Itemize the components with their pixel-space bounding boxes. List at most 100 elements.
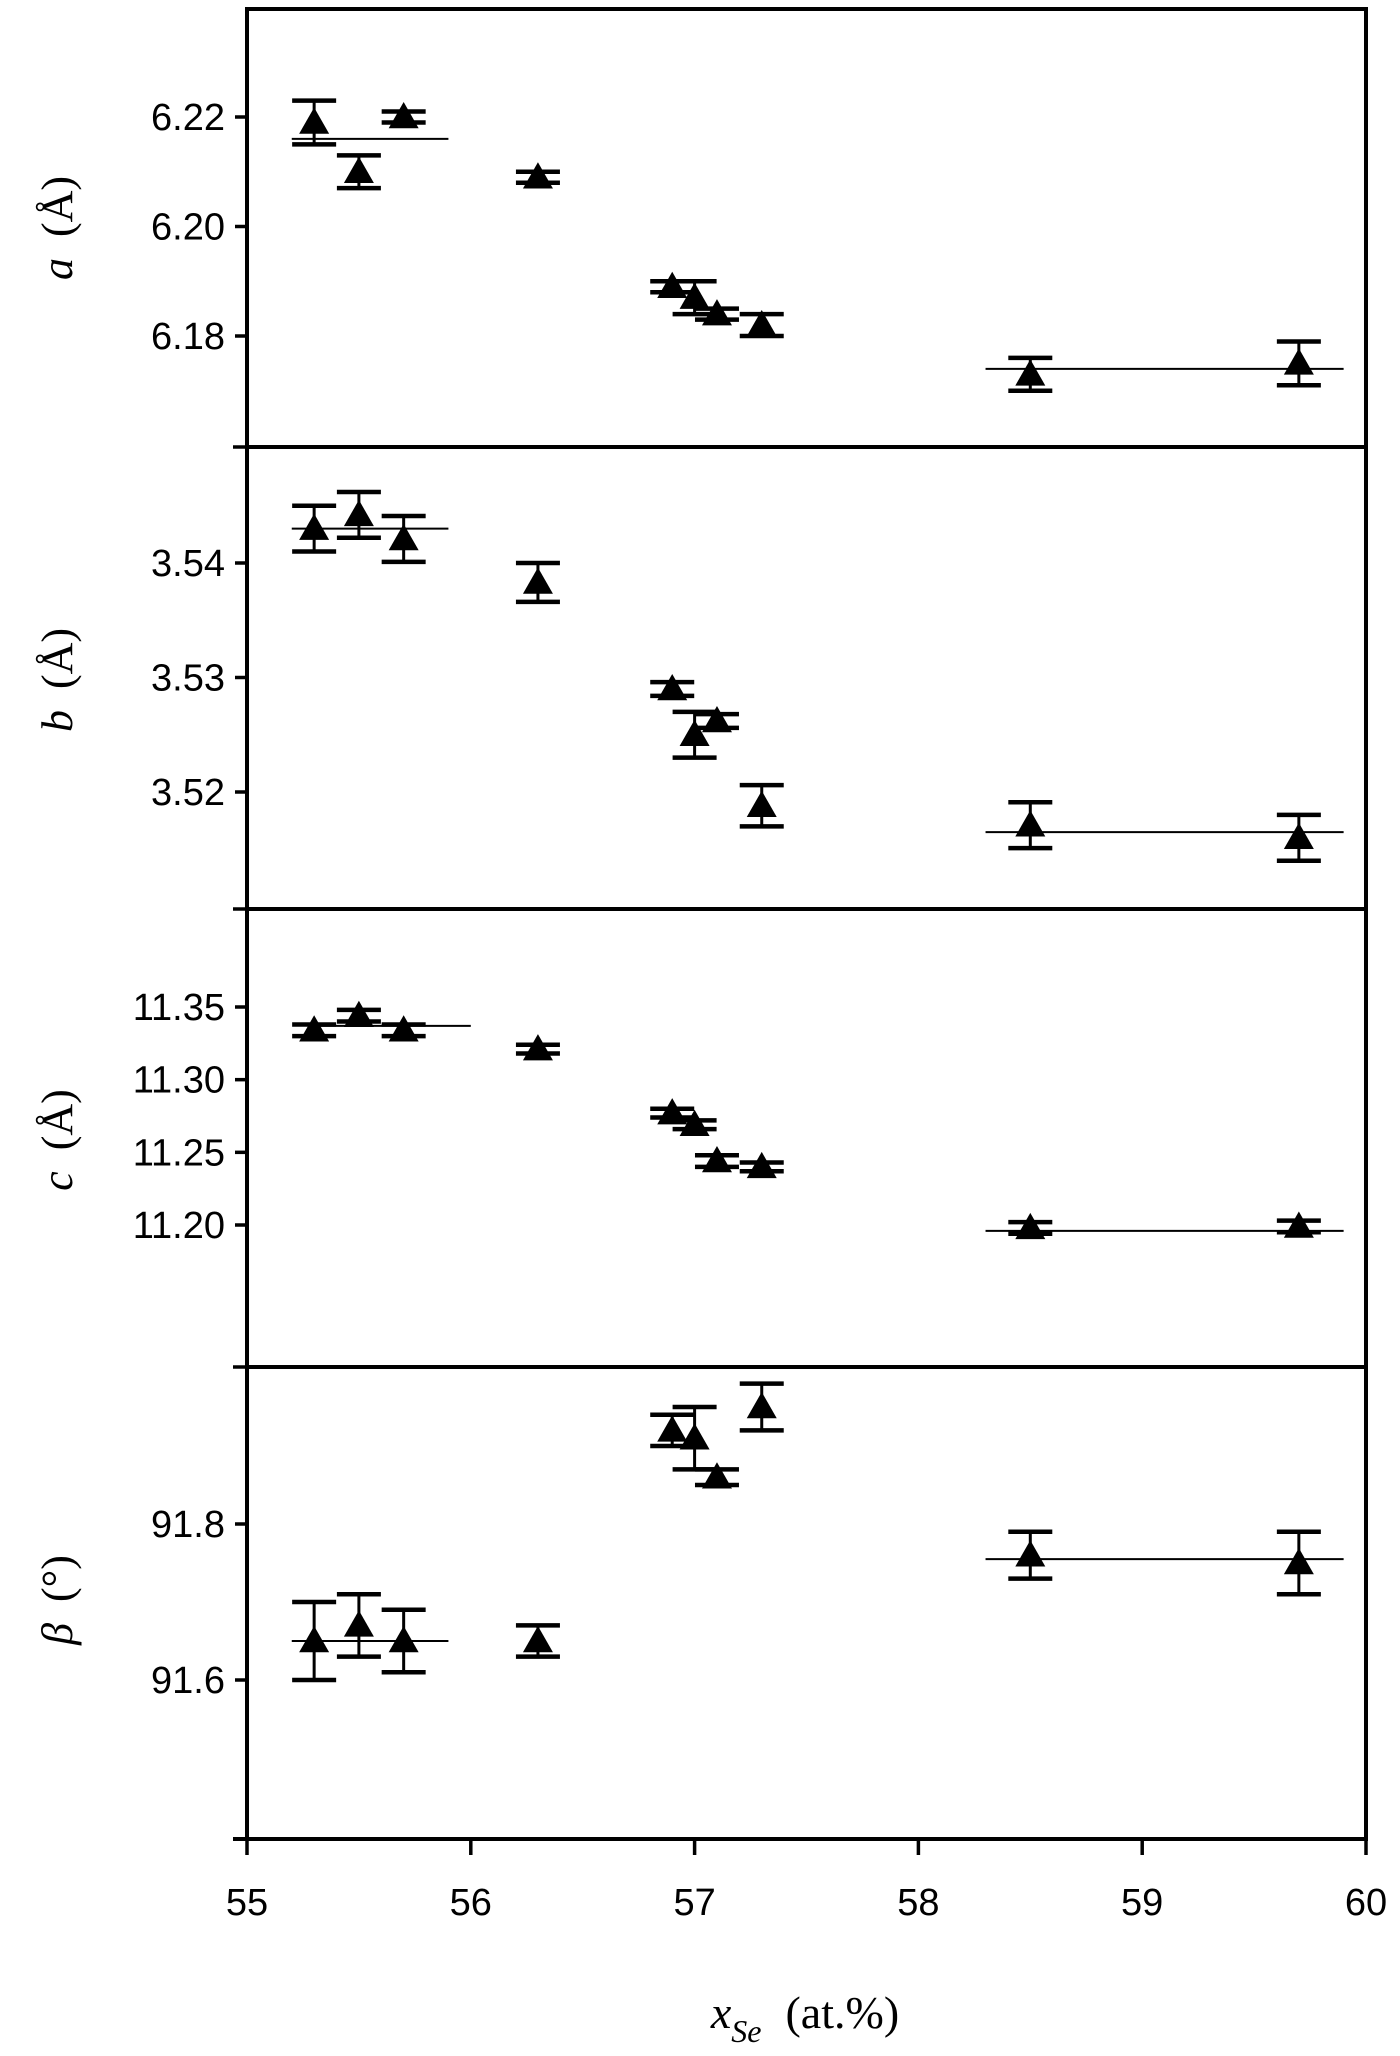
triangle-marker-icon bbox=[1015, 1540, 1046, 1567]
triangle-marker-icon bbox=[746, 310, 777, 337]
panel-beta: 91.6 91.8 bbox=[151, 1365, 1368, 1841]
y-tick-label: 3.52 bbox=[151, 772, 225, 814]
y-label-var: b bbox=[33, 710, 82, 732]
data-point bbox=[739, 782, 784, 829]
y-label-b: b (Å) bbox=[33, 628, 82, 732]
triangle-marker-icon bbox=[388, 523, 419, 551]
data-point bbox=[694, 706, 739, 733]
data-point bbox=[694, 1146, 739, 1173]
panel-frame bbox=[245, 1365, 1368, 1841]
triangle-marker-icon bbox=[522, 1034, 553, 1061]
data-point bbox=[1008, 1529, 1053, 1581]
y-label-var: β bbox=[33, 1623, 82, 1646]
y-label-a: a (Å) bbox=[33, 176, 82, 280]
y-tick-label: 6.22 bbox=[151, 97, 225, 139]
panels: 6.186.206.223.523.533.5411.2011.2511.301… bbox=[133, 7, 1368, 1841]
data-point bbox=[672, 709, 717, 760]
x-tick-label: 60 bbox=[1345, 1882, 1387, 1924]
triangle-marker-icon bbox=[522, 1626, 553, 1653]
data-point bbox=[515, 162, 560, 189]
triangle-marker-icon bbox=[388, 1626, 419, 1653]
data-point bbox=[292, 1015, 337, 1042]
data-point bbox=[515, 560, 560, 605]
data-point bbox=[336, 489, 381, 541]
x-label-var: x bbox=[710, 1987, 732, 2038]
data-point bbox=[292, 503, 337, 554]
y-label-c: c (Å) bbox=[33, 1089, 82, 1191]
y-tick-label: 91.6 bbox=[151, 1660, 225, 1702]
data-point bbox=[1276, 812, 1321, 863]
triangle-marker-icon bbox=[746, 1392, 777, 1419]
panel-frame bbox=[245, 907, 1368, 1369]
triangle-marker-icon bbox=[679, 1423, 710, 1450]
triangle-marker-icon bbox=[299, 1015, 330, 1042]
y-tick-label: 11.35 bbox=[133, 987, 225, 1029]
x-label-subscript: Se bbox=[731, 2013, 761, 2049]
data-point bbox=[515, 1623, 560, 1659]
y-tick-label: 11.25 bbox=[133, 1132, 225, 1174]
data-point bbox=[1276, 339, 1321, 388]
y-tick-label: 6.18 bbox=[151, 316, 225, 358]
y-label-unit: (Å) bbox=[33, 628, 82, 689]
data-point bbox=[650, 1098, 695, 1125]
y-tick-label: 3.54 bbox=[151, 543, 225, 585]
triangle-marker-icon bbox=[1283, 1548, 1314, 1575]
data-point bbox=[292, 1599, 337, 1683]
triangle-marker-icon bbox=[679, 282, 710, 309]
data-point bbox=[739, 310, 784, 339]
triangle-marker-icon bbox=[657, 271, 688, 298]
triangle-marker-icon bbox=[657, 673, 688, 701]
data-point bbox=[292, 98, 337, 147]
triangle-marker-icon bbox=[299, 513, 330, 540]
data-point bbox=[650, 271, 695, 298]
x-axis-label: xSe (at.%) bbox=[710, 1987, 899, 2049]
data-point bbox=[739, 1381, 784, 1433]
data-point bbox=[1276, 1211, 1321, 1238]
data-point bbox=[672, 1109, 717, 1136]
data-point bbox=[381, 102, 426, 129]
triangle-marker-icon bbox=[343, 156, 374, 183]
triangle-marker-icon bbox=[1015, 810, 1046, 837]
triangle-marker-icon bbox=[701, 706, 732, 733]
y-label-unit: (Å) bbox=[33, 176, 82, 237]
x-tick-label: 56 bbox=[450, 1882, 492, 1924]
triangle-marker-icon bbox=[701, 1462, 732, 1489]
triangle-marker-icon bbox=[1015, 359, 1046, 386]
triangle-marker-icon bbox=[343, 499, 374, 527]
y-label-var: a bbox=[33, 258, 82, 280]
x-tick-label: 55 bbox=[226, 1882, 268, 1924]
triangle-marker-icon bbox=[522, 567, 553, 594]
y-label-unit: (°) bbox=[33, 1555, 82, 1602]
data-point bbox=[381, 1015, 426, 1042]
data-point bbox=[515, 1034, 560, 1061]
triangle-marker-icon bbox=[679, 719, 710, 746]
data-point bbox=[336, 1000, 381, 1027]
data-point bbox=[1008, 355, 1053, 393]
y-label-beta: β (°) bbox=[33, 1555, 82, 1646]
triangle-marker-icon bbox=[1015, 1212, 1046, 1240]
triangle-marker-icon bbox=[1283, 822, 1314, 850]
data-point bbox=[1008, 1212, 1053, 1240]
y-tick-label: 6.20 bbox=[151, 207, 225, 249]
triangle-marker-icon bbox=[657, 1415, 688, 1442]
data-point bbox=[694, 299, 739, 326]
data-point bbox=[739, 1151, 784, 1179]
triangle-marker-icon bbox=[343, 1610, 374, 1637]
triangle-marker-icon bbox=[746, 1151, 777, 1179]
triangle-marker-icon bbox=[701, 1146, 732, 1173]
y-tick-label: 11.20 bbox=[133, 1205, 225, 1247]
y-tick-label: 3.53 bbox=[151, 658, 225, 700]
data-point bbox=[1008, 800, 1053, 851]
triangle-marker-icon bbox=[657, 1098, 688, 1125]
triangle-marker-icon bbox=[388, 1015, 419, 1042]
x-axis: 55 56 57 58 59 60 bbox=[226, 1837, 1387, 1924]
panel-a: 6.18 6.20 6.22 bbox=[151, 7, 1368, 449]
data-point bbox=[336, 153, 381, 191]
x-tick-label: 59 bbox=[1121, 1882, 1163, 1924]
triangle-marker-icon bbox=[343, 1000, 374, 1027]
triangle-marker-icon bbox=[1283, 348, 1314, 375]
x-label-unit: (at.%) bbox=[785, 1987, 899, 2038]
x-tick-label: 57 bbox=[673, 1882, 715, 1924]
data-point bbox=[1276, 1529, 1321, 1597]
data-point bbox=[694, 1462, 739, 1489]
